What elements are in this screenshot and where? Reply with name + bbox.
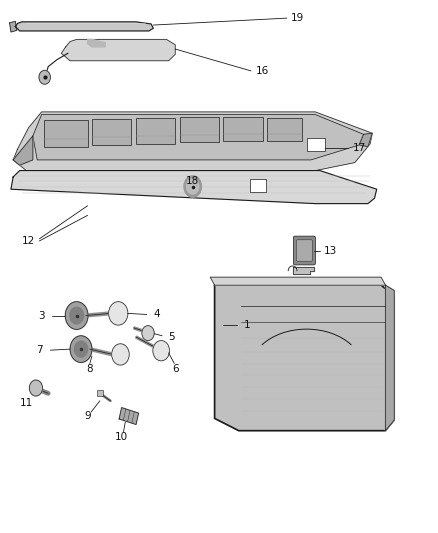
Circle shape [109, 302, 128, 325]
Circle shape [39, 70, 50, 84]
Bar [180, 117, 219, 142]
Circle shape [187, 179, 199, 194]
Bar [250, 179, 266, 192]
Polygon shape [10, 21, 17, 32]
Text: 16: 16 [256, 66, 269, 76]
Polygon shape [215, 285, 394, 431]
Polygon shape [13, 136, 33, 165]
Polygon shape [359, 133, 372, 147]
Bar [44, 120, 88, 147]
Text: 4: 4 [153, 310, 160, 319]
Circle shape [70, 307, 84, 324]
Circle shape [142, 326, 154, 341]
Polygon shape [61, 39, 175, 61]
Bar [136, 118, 175, 144]
FancyBboxPatch shape [297, 240, 312, 261]
Bar [307, 138, 325, 151]
Polygon shape [119, 408, 138, 424]
Bar [223, 117, 263, 141]
Text: 8: 8 [86, 364, 93, 374]
Text: 10: 10 [115, 432, 128, 442]
Polygon shape [88, 39, 105, 47]
Polygon shape [11, 171, 377, 204]
Text: 12: 12 [22, 236, 35, 246]
Text: 5: 5 [168, 332, 175, 342]
Bar [267, 118, 302, 141]
Text: 18: 18 [186, 176, 199, 186]
Polygon shape [13, 112, 372, 171]
Polygon shape [33, 115, 364, 160]
Circle shape [70, 336, 92, 362]
Circle shape [74, 341, 88, 357]
Text: 9: 9 [84, 411, 91, 421]
Text: 3: 3 [38, 311, 45, 320]
Polygon shape [385, 285, 394, 431]
Text: 17: 17 [353, 143, 366, 153]
Circle shape [153, 341, 170, 361]
Polygon shape [293, 266, 314, 274]
Polygon shape [15, 22, 153, 31]
Circle shape [184, 176, 201, 197]
Polygon shape [210, 277, 385, 285]
Circle shape [65, 302, 88, 329]
Bar [92, 119, 131, 145]
Text: 13: 13 [324, 246, 337, 255]
Text: 7: 7 [36, 345, 43, 355]
Circle shape [112, 344, 129, 365]
Circle shape [29, 380, 42, 396]
Text: 6: 6 [172, 364, 179, 374]
Text: 11: 11 [20, 399, 33, 408]
Text: 19: 19 [291, 13, 304, 23]
FancyBboxPatch shape [293, 236, 315, 265]
Text: 1: 1 [244, 320, 251, 330]
